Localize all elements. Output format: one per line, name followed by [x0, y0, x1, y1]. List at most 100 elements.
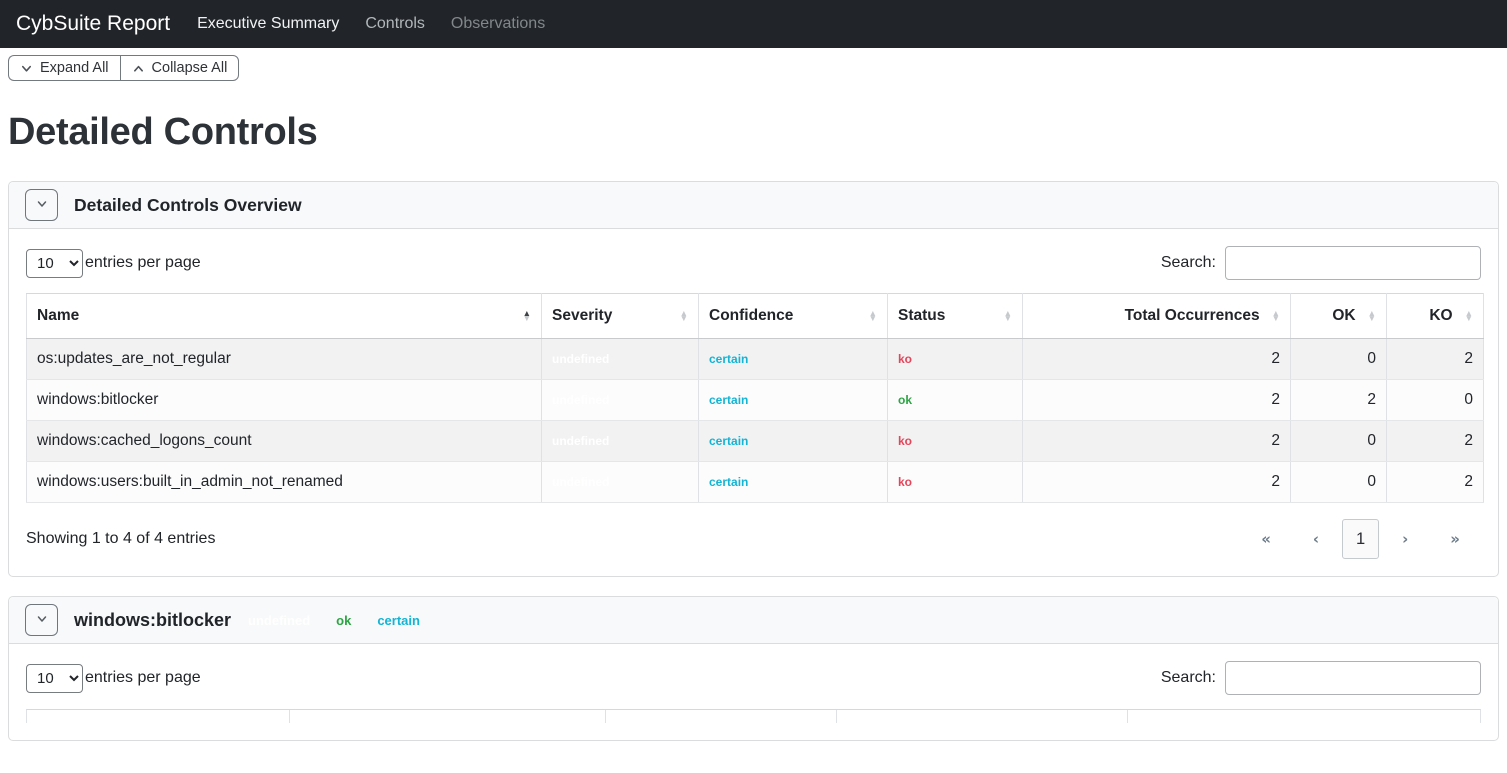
cell-severity: undefined	[541, 379, 699, 421]
status-badge: ok	[336, 612, 352, 628]
sort-icon: ▲ ▼	[522, 307, 531, 323]
cell-status: ko	[887, 461, 1023, 503]
bitlocker-search-label: Search:	[1160, 669, 1216, 686]
bitlocker-card-title: windows:bitlocker	[74, 609, 232, 630]
chevron-down-icon	[35, 612, 49, 629]
sort-icon: ▲ ▼	[1003, 307, 1012, 323]
confidence-badge: certain	[377, 612, 420, 628]
bitlocker-card-header: windows:bitlocker undefined ok certain	[9, 597, 1498, 644]
cell-confidence: certain	[698, 379, 888, 421]
cell-confidence: certain	[698, 420, 888, 462]
collapse-all-button[interactable]: Collapse All	[119, 55, 240, 81]
chevron-up-icon	[132, 62, 145, 75]
bitlocker-collapse-button[interactable]	[25, 604, 58, 636]
overview-page-size-label: entries per page	[85, 254, 201, 271]
sort-icon: ▲ ▼	[679, 307, 688, 323]
pagination-prev-button[interactable]: ‹	[1312, 530, 1320, 548]
chevron-down-icon	[35, 197, 49, 214]
column-header-status[interactable]: Status ▲ ▼	[887, 293, 1023, 339]
overview-table-header-row: Name ▲ ▼ Severity ▲ ▼ Confidence ▲ ▼ Status…	[26, 293, 1484, 339]
sort-icon: ▲ ▼	[1464, 307, 1473, 323]
chevron-down-icon	[20, 62, 33, 75]
bitlocker-page-size: 10 entries per page	[26, 663, 201, 693]
bitlocker-table-partial	[26, 709, 1481, 723]
brand-title[interactable]: CybSuite Report	[16, 12, 171, 35]
column-header-severity[interactable]: Severity ▲ ▼	[541, 293, 699, 339]
showing-entries-text: Showing 1 to 4 of 4 entries	[26, 530, 216, 547]
collapse-all-label: Collapse All	[151, 60, 228, 76]
bitlocker-page-size-label: entries per page	[85, 669, 201, 686]
cell-total-occurrences: 2	[1022, 420, 1291, 462]
navbar: CybSuite Report Executive Summary Contro…	[0, 0, 1507, 48]
cell-name: os:updates_are_not_regular	[26, 338, 542, 380]
nav-item-executive-summary[interactable]: Executive Summary	[197, 15, 340, 32]
overview-page-size-select[interactable]: 10	[26, 248, 83, 278]
overview-card-body: 10 entries per page Search: Name ▲ ▼	[9, 229, 1498, 576]
bitlocker-badges: undefined ok certain	[248, 613, 420, 628]
overview-card-title: Detailed Controls Overview	[74, 194, 302, 215]
cell-severity: undefined	[541, 338, 699, 380]
overview-search-label: Search:	[1160, 254, 1216, 271]
expand-collapse-button-group: Expand All Collapse All	[8, 55, 240, 81]
pagination-first-button[interactable]: «	[1261, 530, 1271, 548]
cell-severity: undefined	[541, 461, 699, 503]
overview-search: Search:	[1161, 246, 1481, 280]
cell-status: ok	[887, 379, 1023, 421]
cell-total-occurrences: 2	[1022, 379, 1291, 421]
cell-ko: 2	[1386, 461, 1484, 503]
cell-confidence: certain	[698, 461, 888, 503]
bitlocker-table-controls: 10 entries per page Search:	[26, 661, 1481, 695]
cell-total-occurrences: 2	[1022, 338, 1291, 380]
cell-severity: undefined	[541, 420, 699, 462]
cell-ok: 0	[1290, 338, 1387, 380]
column-header-confidence[interactable]: Confidence ▲ ▼	[698, 293, 888, 339]
cell-ok: 0	[1290, 461, 1387, 503]
bitlocker-search-input[interactable]	[1225, 661, 1481, 695]
table-row[interactable]: windows:users:built_in_admin_not_renamed…	[26, 461, 1484, 503]
overview-collapse-button[interactable]	[25, 189, 58, 221]
expand-collapse-toolbar: Expand All Collapse All	[8, 55, 240, 81]
pagination-page-1-button[interactable]: 1	[1342, 519, 1380, 559]
sort-icon: ▲ ▼	[1367, 307, 1376, 323]
expand-all-label: Expand All	[40, 60, 109, 76]
sort-icon: ▲ ▼	[1271, 307, 1280, 323]
overview-table: Name ▲ ▼ Severity ▲ ▼ Confidence ▲ ▼ Status…	[26, 293, 1484, 503]
bitlocker-card: windows:bitlocker undefined ok certain 1…	[8, 596, 1499, 741]
severity-badge: undefined	[248, 612, 311, 628]
cell-ok: 2	[1290, 379, 1387, 421]
overview-table-controls: 10 entries per page Search:	[26, 246, 1481, 280]
column-header-ok[interactable]: OK ▲ ▼	[1290, 293, 1387, 339]
column-header-total-occurrences[interactable]: Total Occurrences ▲ ▼	[1022, 293, 1291, 339]
table-row[interactable]: windows:cached_logons_count undefined ce…	[26, 420, 1484, 462]
bitlocker-search: Search:	[1161, 661, 1481, 695]
pagination-last-button[interactable]: »	[1450, 530, 1460, 548]
overview-card-header: Detailed Controls Overview	[9, 182, 1498, 229]
cell-ko: 0	[1386, 379, 1484, 421]
cell-ok: 0	[1290, 420, 1387, 462]
overview-page-size: 10 entries per page	[26, 248, 201, 278]
overview-table-footer: Showing 1 to 4 of 4 entries « ‹ 1 › »	[26, 519, 1481, 559]
cell-confidence: certain	[698, 338, 888, 380]
pagination: « ‹ 1 › »	[1240, 519, 1481, 559]
cell-status: ko	[887, 420, 1023, 462]
bitlocker-card-body: 10 entries per page Search:	[9, 644, 1498, 740]
cell-ko: 2	[1386, 338, 1484, 380]
page-title: Detailed Controls	[8, 111, 318, 153]
cell-name: windows:bitlocker	[26, 379, 542, 421]
cell-total-occurrences: 2	[1022, 461, 1291, 503]
nav-item-controls[interactable]: Controls	[365, 15, 425, 32]
column-header-name[interactable]: Name ▲ ▼	[26, 293, 542, 339]
overview-card: Detailed Controls Overview 10 entries pe…	[8, 181, 1499, 577]
pagination-next-button[interactable]: ›	[1402, 530, 1409, 548]
overview-search-input[interactable]	[1225, 246, 1481, 280]
nav-item-observations[interactable]: Observations	[450, 15, 546, 32]
bitlocker-page-size-select[interactable]: 10	[26, 663, 83, 693]
table-row[interactable]: os:updates_are_not_regular undefined cer…	[26, 338, 1484, 380]
cell-ko: 2	[1386, 420, 1484, 462]
sort-icon: ▲ ▼	[868, 307, 877, 323]
column-header-ko[interactable]: KO ▲ ▼	[1386, 293, 1484, 339]
table-row[interactable]: windows:bitlocker undefined certain ok 2…	[26, 379, 1484, 421]
cell-status: ko	[887, 338, 1023, 380]
cell-name: windows:cached_logons_count	[26, 420, 542, 462]
expand-all-button[interactable]: Expand All	[8, 55, 120, 81]
